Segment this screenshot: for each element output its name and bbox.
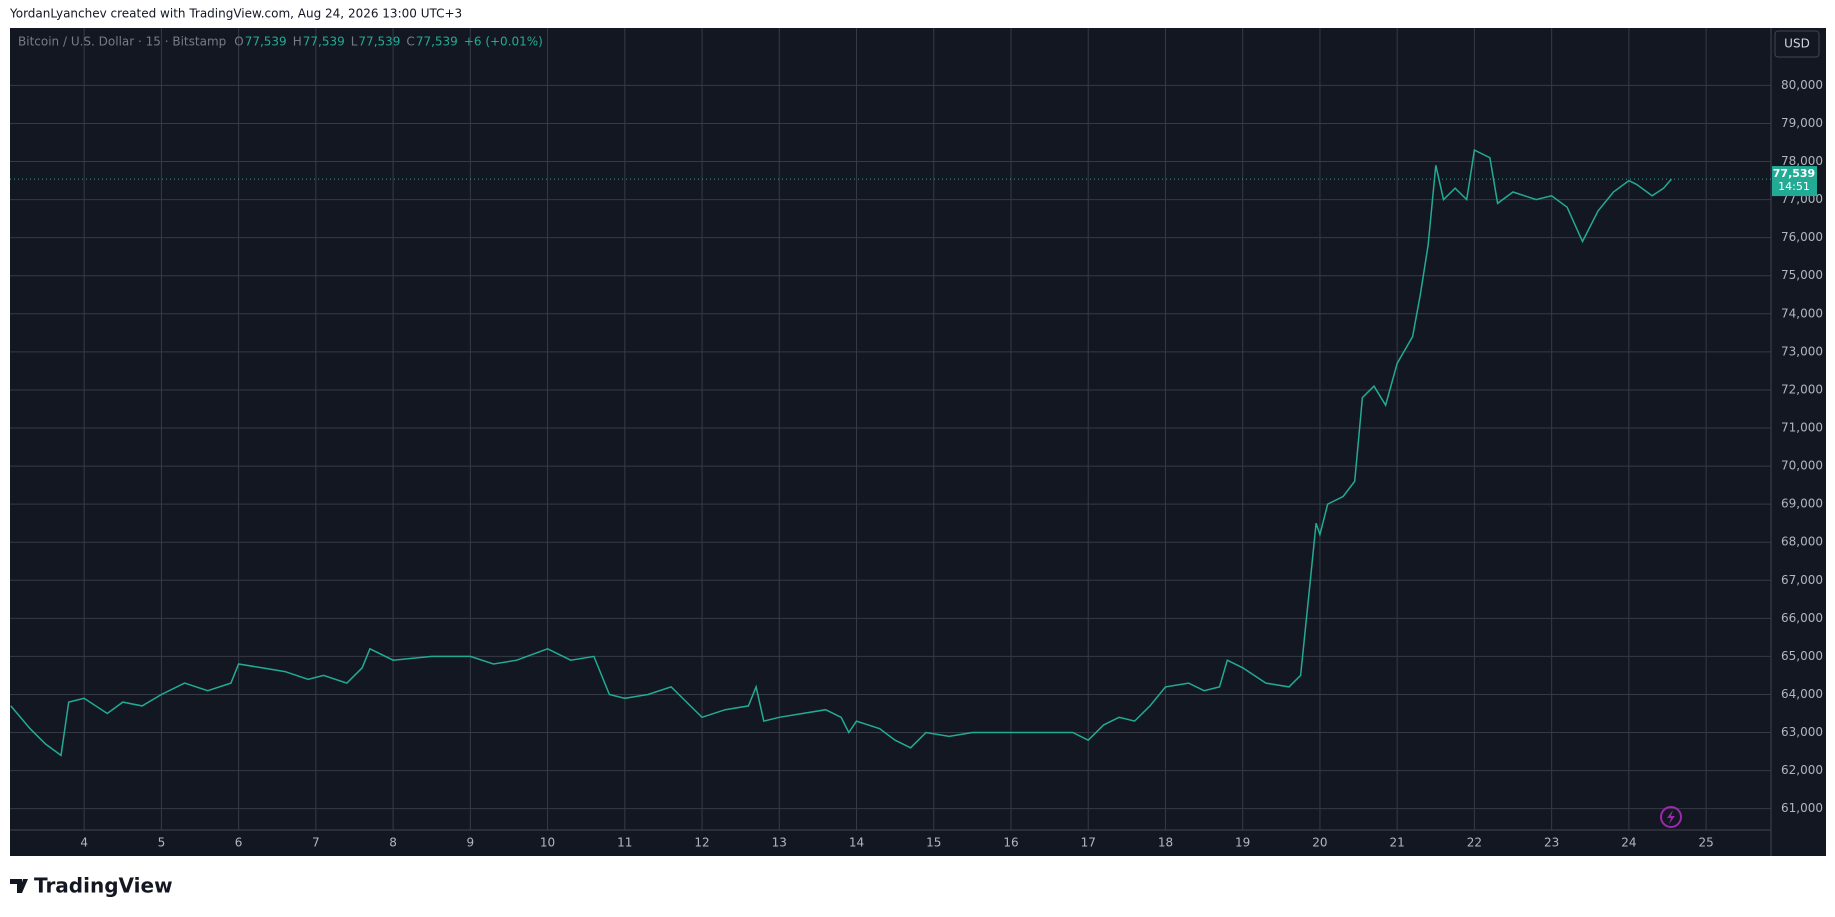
- y-tick-label: 68,000: [1781, 535, 1823, 549]
- ohlc-key: C: [406, 35, 414, 49]
- brand: TradingView: [34, 874, 173, 898]
- ohlc-value: 77,539: [358, 35, 400, 49]
- plot: [10, 148, 1771, 757]
- x-tick-label: 5: [158, 836, 166, 850]
- x-tick-label: 18: [1158, 836, 1173, 850]
- x-tick-label: 22: [1467, 836, 1482, 850]
- y-tick-label: 65,000: [1781, 649, 1823, 663]
- x-tick-label: 9: [467, 836, 475, 850]
- x-tick-label: 7: [312, 836, 320, 850]
- ohlc-value: 77,539: [416, 35, 458, 49]
- x-tick-label: 10: [540, 836, 555, 850]
- logo-mark: [10, 879, 28, 893]
- change: +6 (+0.01%): [464, 35, 543, 49]
- chart-background: [10, 28, 1826, 856]
- last-price-badge: [1772, 166, 1817, 197]
- y-tick-label: 70,000: [1781, 459, 1823, 473]
- y-tick-label: 67,000: [1781, 573, 1823, 587]
- x-tick-label: 6: [235, 836, 243, 850]
- ohlc-value: 77,539: [303, 35, 345, 49]
- x-tick-label: 16: [1003, 836, 1018, 850]
- y-tick-label: 62,000: [1781, 763, 1823, 777]
- ohlc-key: H: [293, 35, 302, 49]
- y-tick-label: 63,000: [1781, 725, 1823, 739]
- y-tick-label: 64,000: [1781, 687, 1823, 701]
- grid: [10, 28, 1771, 830]
- currency-button[interactable]: [1774, 30, 1820, 58]
- ohlc-key: O: [234, 35, 243, 49]
- symbol: Bitcoin / U.S. Dollar · 15 · Bitstamp: [18, 35, 226, 49]
- y-tick-label: 74,000: [1781, 306, 1823, 320]
- y-tick-label: 71,000: [1781, 421, 1823, 435]
- x-tick-label: 21: [1390, 836, 1405, 850]
- y-tick-label: 66,000: [1781, 611, 1823, 625]
- x-tick-label: 20: [1312, 836, 1327, 850]
- y-tick-label: 78,000: [1781, 154, 1823, 168]
- y-tick-label: 80,000: [1781, 78, 1823, 92]
- x-tick-label: 14: [849, 836, 864, 850]
- header: YordanLyanchev created with TradingView.…: [9, 7, 462, 21]
- y-tick-label: 61,000: [1781, 801, 1823, 815]
- x-tick-label: 24: [1621, 836, 1636, 850]
- x-tick-label: 12: [694, 836, 709, 850]
- x-tick-label: 17: [1081, 836, 1096, 850]
- price-line: [10, 148, 1672, 757]
- y-tick-label: 75,000: [1781, 268, 1823, 282]
- countdown: 14:51: [1778, 180, 1810, 193]
- x-tick-label: 19: [1235, 836, 1250, 850]
- x-tick-label: 15: [926, 836, 941, 850]
- x-tick-label: 11: [617, 836, 632, 850]
- x-tick-label: 25: [1698, 836, 1713, 850]
- ohlc-value: 77,539: [245, 35, 287, 49]
- lightning-icon[interactable]: [1660, 806, 1682, 828]
- y-tick-label: 76,000: [1781, 230, 1823, 244]
- y-tick-label: 73,000: [1781, 344, 1823, 358]
- y-tick-label: 79,000: [1781, 116, 1823, 130]
- x-tick-label: 23: [1544, 836, 1559, 850]
- logo: [10, 879, 28, 893]
- y-tick-label: 72,000: [1781, 382, 1823, 396]
- lightning-bolt: [1667, 810, 1675, 824]
- y-tick-label: 69,000: [1781, 497, 1823, 511]
- ohlc-key: L: [351, 35, 358, 49]
- currency[interactable]: USD: [1784, 37, 1810, 51]
- x-tick-label: 4: [80, 836, 88, 850]
- x-tick-label: 13: [772, 836, 787, 850]
- x-tick-label: 8: [389, 836, 397, 850]
- last-price-label: 77,539: [1773, 167, 1815, 180]
